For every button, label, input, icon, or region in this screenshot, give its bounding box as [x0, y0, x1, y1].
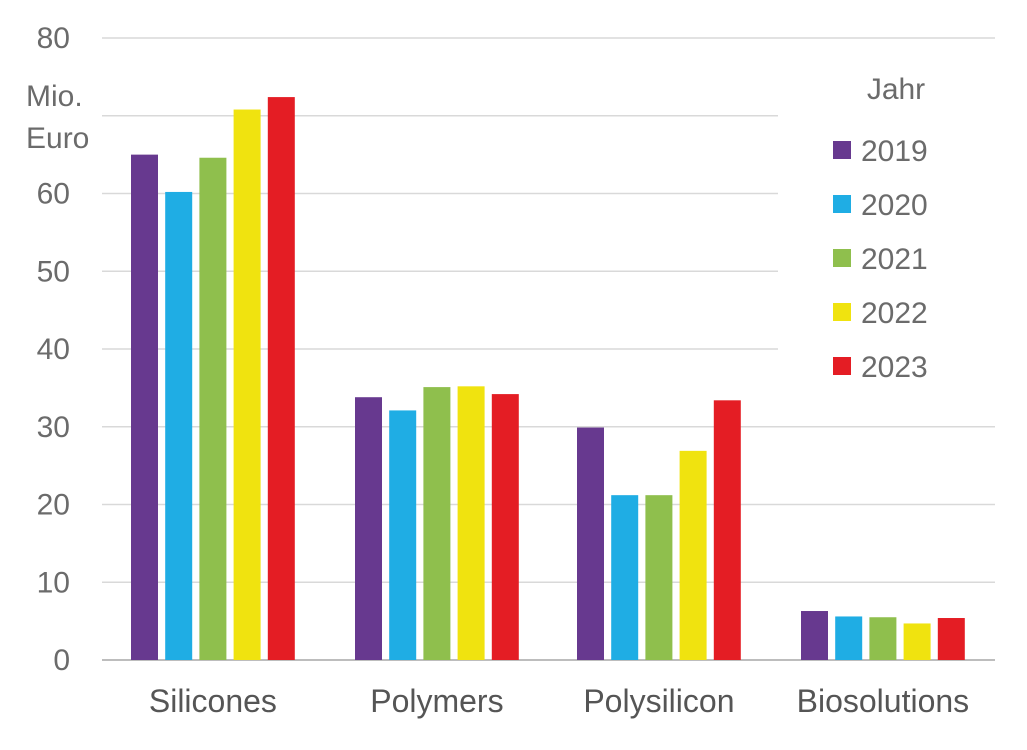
y-tick-label: 80: [37, 22, 70, 55]
y-tick-label: 50: [37, 255, 70, 288]
legend: Jahr 2019 2020 2021 2022 2023: [833, 73, 928, 384]
x-category-label: Silicones: [149, 683, 277, 719]
bar-biosolutions-2019: [801, 611, 828, 660]
y-axis-tick-labels: 0 10 20 30 40 50 60 80: [37, 22, 70, 677]
legend-label-2021: 2021: [861, 243, 928, 276]
bar-polymers-2021: [423, 387, 451, 660]
bar-polysilicon-2022: [679, 450, 707, 660]
y-axis-unit: Mio. Euro: [26, 80, 89, 155]
legend-title: Jahr: [867, 73, 925, 106]
y-axis-unit-line: Mio.: [26, 80, 83, 113]
legend-swatch-2023: [833, 357, 851, 375]
y-tick-label: 40: [37, 333, 70, 366]
y-tick-label: 20: [37, 489, 70, 522]
legend-swatch-2021: [833, 249, 851, 267]
legend-swatch-2020: [833, 195, 851, 213]
bar-biosolutions-2021: [869, 617, 897, 660]
legend-swatch-2019: [833, 141, 851, 159]
y-tick-label: 60: [37, 178, 70, 211]
bars: [131, 97, 965, 661]
y-tick-label: 0: [53, 644, 70, 677]
bar-silicones-2021: [199, 157, 227, 661]
y-axis-unit-line: Euro: [26, 122, 89, 155]
legend-label-2020: 2020: [861, 189, 928, 222]
bar-silicones-2019: [131, 154, 158, 660]
x-category-label: Polymers: [370, 683, 503, 719]
bar-silicones-2020: [165, 191, 193, 660]
bar-polymers-2023: [491, 394, 519, 660]
y-tick-label: 10: [37, 566, 70, 599]
x-axis-category-labels: Silicones Polymers Polysilicon Biosolutions: [149, 683, 969, 719]
bar-polymers-2020: [389, 410, 417, 660]
legend-label-2019: 2019: [861, 135, 928, 168]
bar-biosolutions-2022: [903, 623, 931, 660]
bar-silicones-2023: [267, 97, 295, 661]
x-category-label: Biosolutions: [797, 683, 970, 719]
bar-silicones-2022: [233, 109, 261, 660]
legend-label-2023: 2023: [861, 351, 928, 384]
bar-polysilicon-2020: [611, 495, 639, 660]
bar-polymers-2022: [457, 386, 485, 660]
y-tick-label: 30: [37, 411, 70, 444]
bar-polysilicon-2021: [645, 495, 673, 660]
x-category-label: Polysilicon: [583, 683, 734, 719]
bar-biosolutions-2020: [835, 616, 863, 660]
bar-biosolutions-2023: [937, 618, 965, 660]
bar-polymers-2019: [355, 397, 382, 660]
legend-label-2022: 2022: [861, 297, 928, 330]
bar-polysilicon-2019: [577, 427, 604, 660]
bar-polysilicon-2023: [713, 400, 741, 660]
legend-swatch-2022: [833, 303, 851, 321]
